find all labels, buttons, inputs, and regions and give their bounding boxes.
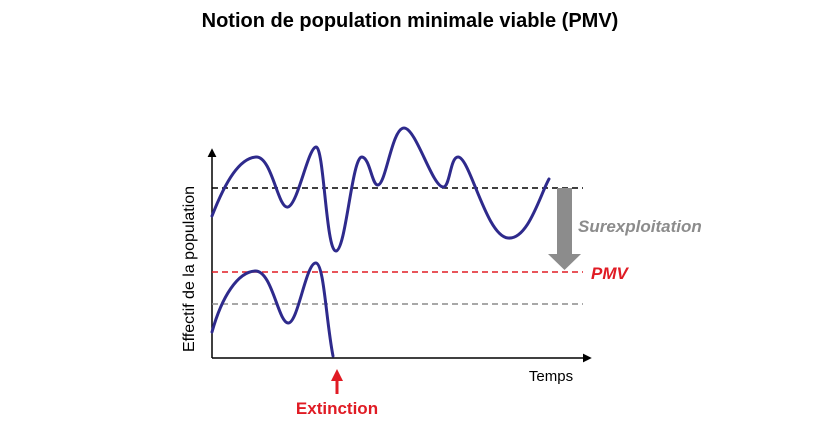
overexploitation-label: Surexploitation	[578, 217, 702, 236]
diagram-title: Notion de population minimale viable (PM…	[201, 10, 619, 32]
x-axis-label: Temps	[529, 368, 573, 385]
extinction-label: Extinction	[296, 399, 378, 418]
healthy-population-curve	[210, 126, 551, 253]
mvp-label: PMV	[591, 264, 630, 283]
overexploitation-arrow	[548, 188, 581, 270]
declining-population-curve	[210, 261, 335, 358]
y-axis-label: Effectif de la population	[181, 186, 198, 352]
extinction-arrow	[331, 369, 343, 394]
